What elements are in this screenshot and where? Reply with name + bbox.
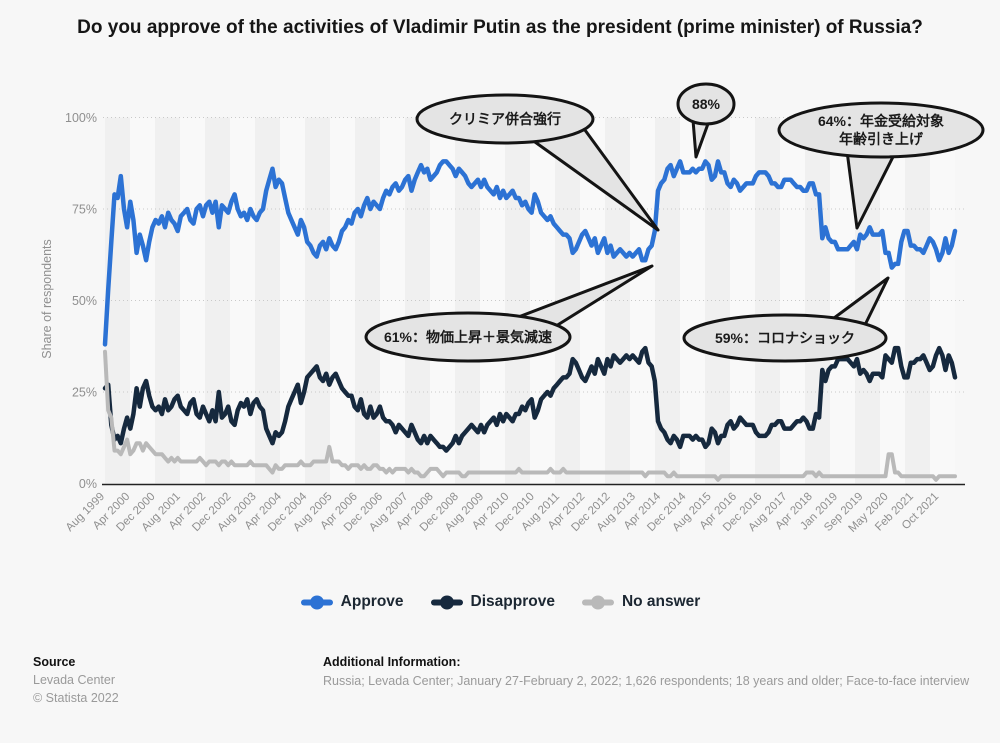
legend: Approve Disapprove No answer: [0, 593, 1000, 611]
callout-bubble: [777, 101, 985, 159]
plot-stripe: [880, 117, 905, 484]
callout-text: 年齢引き上げ: [839, 131, 924, 147]
footer-source-block: Source Levada Center © Statista 2022: [33, 653, 119, 707]
plot-stripe: [330, 117, 355, 484]
plot-stripe: [930, 117, 955, 484]
copyright[interactable]: © Statista 2022: [33, 691, 119, 706]
plot-stripe: [505, 117, 530, 484]
source-name[interactable]: Levada Center: [33, 673, 116, 688]
callout-crimea: クリミア併合強行: [415, 93, 660, 232]
legend-marker-icon: [581, 595, 614, 609]
callout-bubble: [682, 313, 888, 363]
plot-stripe: [305, 117, 330, 484]
y-tick-label: 75%: [72, 203, 97, 217]
plot-stripe: [205, 117, 230, 484]
plot-stripe: [680, 117, 705, 484]
legend-item-approve[interactable]: Approve: [300, 593, 404, 611]
y-tick-label: 0%: [79, 477, 97, 491]
legend-marker-icon: [430, 595, 463, 609]
chart-title: Do you approve of the activities of Vlad…: [77, 17, 923, 38]
source-heading: Source: [33, 655, 76, 669]
callout-text: 88%: [692, 96, 721, 112]
legend-label: Approve: [340, 593, 404, 610]
plot-stripe: [905, 117, 930, 484]
legend-item-no-answer[interactable]: No answer: [581, 593, 700, 611]
disapprove-line: [102, 345, 958, 453]
callout-text: クリミア併合強行: [449, 111, 561, 127]
plot-stripe: [180, 117, 205, 484]
callout-text: 59%：コロナショック: [715, 330, 855, 346]
legend-item-disapprove[interactable]: Disapprove: [430, 593, 555, 611]
y-tick-label: 50%: [72, 294, 97, 308]
additional-text: Russia; Levada Center; January 27-Februa…: [323, 673, 970, 688]
footer-additional-block: Additional Information: Russia; Levada C…: [323, 653, 969, 691]
callout-text: 64%：年金受給対象: [818, 113, 944, 129]
plot-stripe: [530, 117, 555, 484]
callout-text: 61%：物価上昇＋景気減速: [384, 329, 552, 345]
plot-stripe: [630, 117, 655, 484]
additional-heading: Additional Information:: [323, 655, 461, 669]
callout-corona: 59%：コロナショック: [682, 276, 890, 363]
y-tick-label: 25%: [72, 386, 97, 400]
y-tick-label: 100%: [65, 111, 97, 125]
legend-label: No answer: [621, 593, 701, 610]
callout-bubble: [676, 82, 736, 126]
approve-line: [102, 159, 958, 347]
callout-bubble: [415, 93, 595, 145]
callout-peak-88: 88%: [676, 82, 736, 159]
no-answer-line: [103, 349, 957, 482]
plot-stripe: [130, 117, 155, 484]
callout-inflation: 61%：物価上昇＋景気減速: [364, 264, 654, 363]
legend-label: Disapprove: [470, 593, 555, 610]
callout-bubble: [364, 311, 572, 363]
legend-marker-icon: [300, 595, 333, 609]
